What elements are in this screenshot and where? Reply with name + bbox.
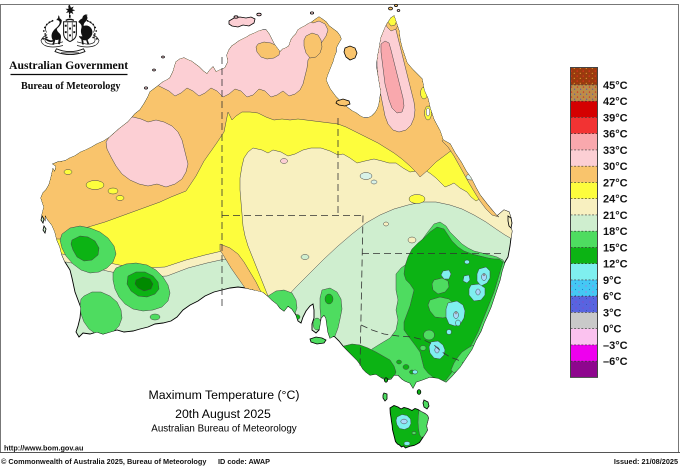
svg-text:© Commonwealth of Australia 20: © Commonwealth of Australia 2025, Bureau…	[1, 457, 207, 466]
svg-text:Issued: 21/08/2025: Issued: 21/08/2025	[614, 457, 678, 466]
svg-text:36°C: 36°C	[603, 129, 628, 141]
svg-text:–3°C: –3°C	[603, 340, 628, 352]
svg-text:15°C: 15°C	[603, 242, 628, 254]
svg-text:0°C: 0°C	[603, 324, 622, 336]
svg-text:24°C: 24°C	[603, 194, 628, 206]
svg-text:30°C: 30°C	[603, 161, 628, 173]
svg-text:21°C: 21°C	[603, 210, 628, 222]
svg-text:20th August 2025: 20th August 2025	[175, 407, 271, 421]
svg-text:Maximum Temperature (°C): Maximum Temperature (°C)	[149, 388, 300, 402]
svg-text:18°C: 18°C	[603, 226, 628, 238]
svg-text:42°C: 42°C	[603, 96, 628, 108]
svg-text:27°C: 27°C	[603, 177, 628, 189]
svg-text:Australian Bureau of Meteorolo: Australian Bureau of Meteorology	[151, 424, 297, 435]
svg-text:39°C: 39°C	[603, 112, 628, 124]
svg-text:12°C: 12°C	[603, 259, 628, 271]
svg-text:45°C: 45°C	[603, 80, 628, 92]
svg-text:ID code: AWAP: ID code: AWAP	[218, 457, 270, 466]
svg-text:6°C: 6°C	[603, 291, 622, 303]
svg-text:http://www.bom.gov.au: http://www.bom.gov.au	[4, 444, 83, 453]
svg-text:9°C: 9°C	[603, 275, 622, 287]
svg-text:Bureau of Meteorology: Bureau of Meteorology	[21, 81, 120, 92]
svg-text:33°C: 33°C	[603, 145, 628, 157]
svg-text:3°C: 3°C	[603, 307, 622, 319]
svg-text:Australian Government: Australian Government	[9, 59, 128, 72]
svg-text:–6°C: –6°C	[603, 356, 628, 368]
